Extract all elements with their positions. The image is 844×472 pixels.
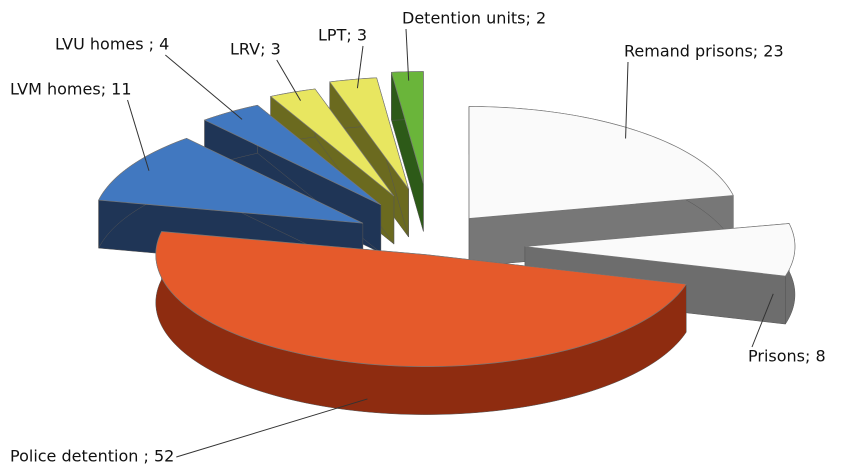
data-label: LRV; 3 bbox=[230, 40, 281, 59]
leader-line bbox=[405, 28, 410, 81]
data-label: LPT; 3 bbox=[318, 26, 367, 45]
slice-group bbox=[390, 71, 424, 232]
data-label: LVM homes; 11 bbox=[10, 80, 132, 99]
data-label: Remand prisons; 23 bbox=[624, 42, 784, 61]
leader-line bbox=[176, 398, 368, 458]
slice bbox=[269, 88, 395, 197]
data-label: Detention units; 2 bbox=[402, 9, 546, 28]
leader-line bbox=[276, 59, 301, 101]
slice bbox=[390, 71, 424, 184]
leader-line bbox=[356, 45, 364, 89]
slice bbox=[203, 104, 382, 206]
leader-line bbox=[751, 293, 774, 348]
slice bbox=[98, 137, 363, 224]
leader-line bbox=[127, 99, 150, 171]
data-label: LVU homes ; 4 bbox=[55, 35, 169, 54]
slice bbox=[468, 106, 734, 219]
data-label: Police detention ; 52 bbox=[10, 447, 174, 466]
leader-line bbox=[625, 61, 629, 139]
leader-line bbox=[165, 54, 243, 120]
slice bbox=[155, 231, 687, 367]
slice bbox=[524, 223, 796, 277]
data-label: Prisons; 8 bbox=[748, 347, 826, 366]
slice-group bbox=[155, 231, 687, 415]
slice bbox=[329, 77, 409, 190]
